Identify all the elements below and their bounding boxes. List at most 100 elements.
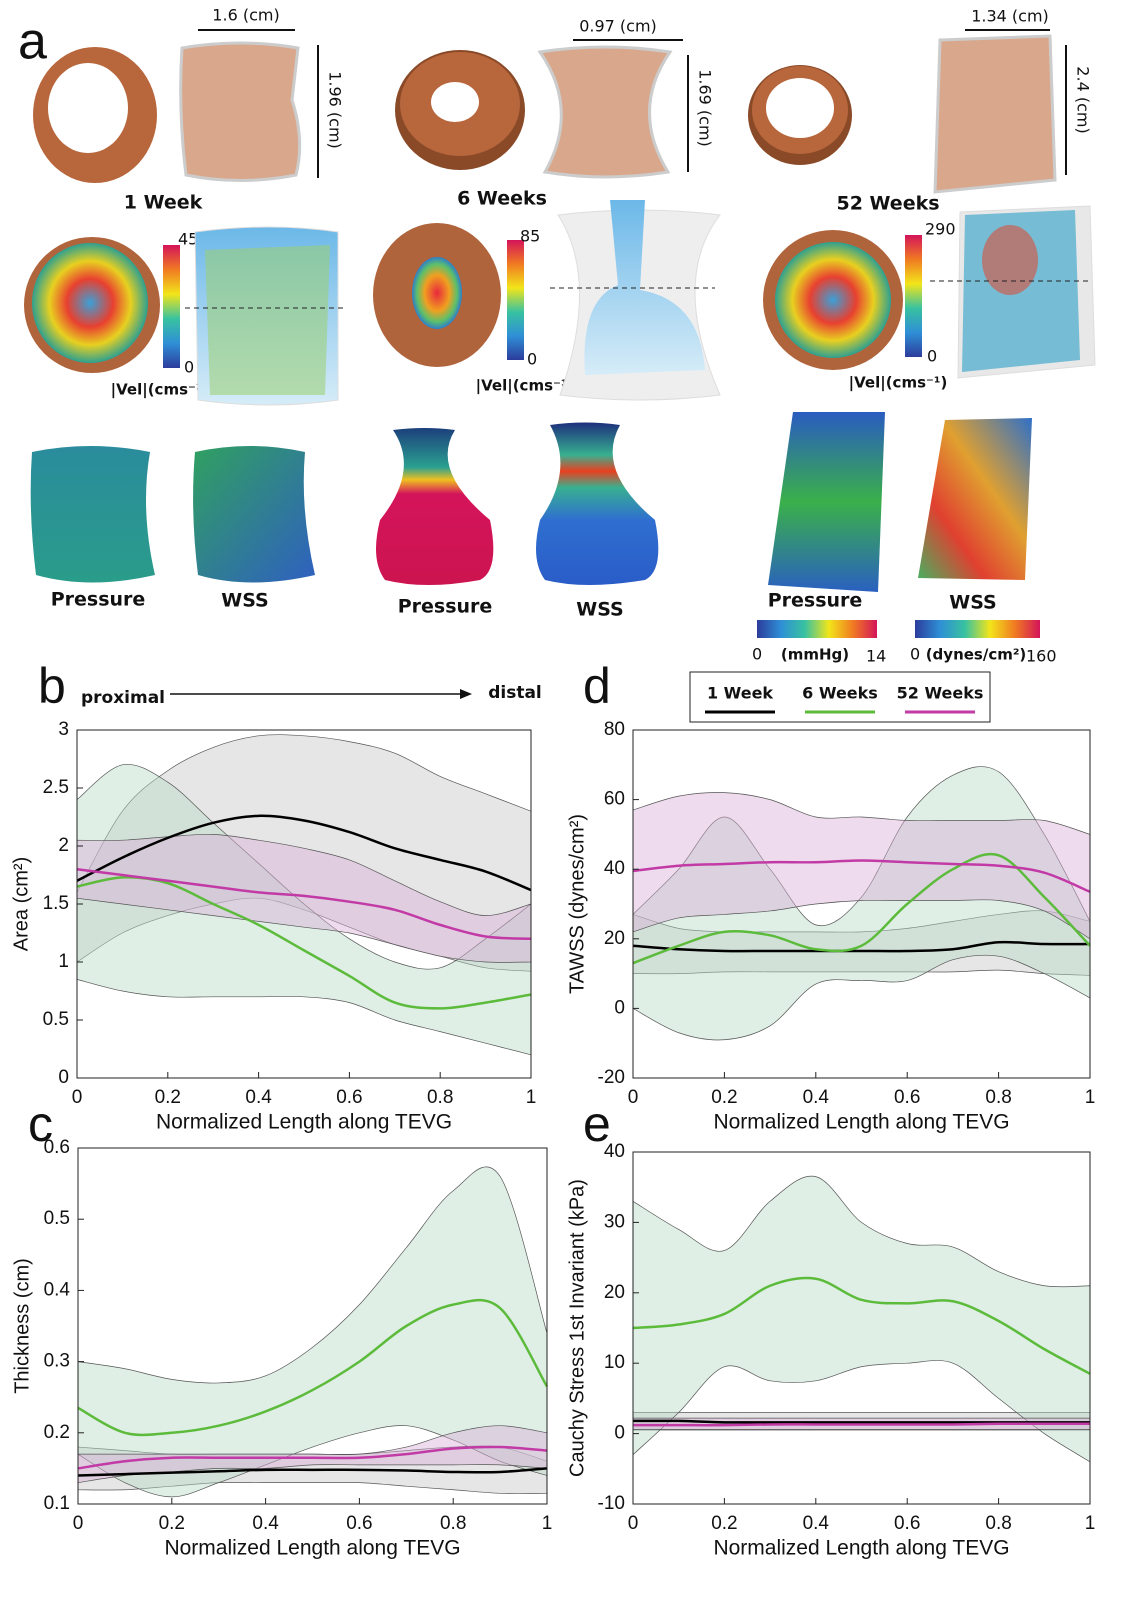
x-tick-label: 0.6 [336,1087,362,1108]
mean-line [77,1445,548,1470]
pressure-map [376,428,494,585]
mean-line [632,1419,1090,1424]
x-tick-label: 1 [1085,1087,1096,1108]
mean-line [632,852,1091,965]
pressure-map [768,412,885,592]
colorbar-max: 290 [925,220,956,239]
x-tick-label: 0 [628,1087,639,1108]
x-tick-label: 0.8 [985,1087,1011,1108]
x-axis-label: Normalized Length along TEVG [156,1111,452,1134]
vessel [933,34,1057,194]
y-tick-label: 20 [604,1282,625,1303]
colorbar-min: 0 [910,645,920,664]
y-tick-label: 1 [58,951,69,972]
y-tick-label: 0.1 [44,1493,70,1514]
x-tick-label: 0.8 [985,1513,1011,1534]
x-axis-label: Normalized Length along TEVG [713,1537,1009,1560]
y-tick-label: 0.4 [44,1279,71,1300]
colorbar-unit: (dynes/cm²) [926,646,1027,664]
x-tick-label: 0.2 [159,1513,185,1534]
y-tick-label: 1.5 [43,893,69,914]
y-tick-label: 0.5 [44,1208,70,1229]
x-tick-label: 0.8 [440,1513,466,1534]
x-tick-label: 0.2 [155,1087,181,1108]
x-tick-label: 0.4 [803,1513,830,1534]
y-tick-label: 60 [604,789,625,810]
velocity-map [775,242,891,358]
x-tick-label: 0.6 [346,1513,372,1534]
annotation: proximal [81,688,165,708]
colorbar-max: 14 [866,647,886,666]
mean-line [633,1422,1090,1427]
x-tick-label: 0.2 [711,1513,737,1534]
y-tick-label: 40 [604,858,625,879]
y-tick-label: 10 [604,1352,625,1373]
y-tick-label: 2 [58,835,69,856]
axes-frame [632,729,1091,1079]
panel-label: a [18,13,47,71]
mean-line [77,1298,549,1437]
colorbar-min: 0 [184,358,194,377]
map-label: Pressure [51,589,146,611]
map-label: Pressure [398,596,493,618]
colorbar [915,620,1040,638]
velocity-map [32,243,148,363]
annotation: distal [488,683,542,703]
panel-label: b [38,658,66,714]
colorbar-min: 0 [927,347,937,366]
x-tick-label: 0 [72,1087,83,1108]
wss-map [918,418,1032,580]
y-tick-label: 0.5 [43,1009,69,1030]
y-axis-label: Cauchy Stress 1st Invariant (kPa) [566,1179,588,1477]
x-tick-label: 0.4 [252,1513,279,1534]
x-tick-label: 0 [73,1513,84,1534]
colorbar-min: 0 [752,645,762,664]
legend-label: 52 Weeks [897,684,984,703]
group-title: 1 Week [124,192,203,214]
vessel [537,45,673,179]
y-tick-label: 2.5 [43,777,69,798]
map-label: WSS [949,592,996,614]
group-title: 6 Weeks [457,188,547,210]
colorbar-min: 0 [527,350,537,369]
dimension: 1.34 (cm) [971,7,1049,26]
axes-frame [77,1147,548,1505]
x-tick-label: 0.2 [711,1087,737,1108]
x-tick-label: 0.4 [245,1087,272,1108]
colorbar [757,620,877,638]
x-tick-label: 1 [542,1513,553,1534]
velocity-map [412,257,462,329]
flow-field [584,200,705,375]
colorbar-label: |Vel|(cms⁻¹) [476,377,575,396]
wss-map [193,446,315,583]
colorbar [507,240,524,360]
map-label: WSS [221,590,268,612]
y-tick-label: 20 [604,928,625,949]
map-label: WSS [576,599,623,621]
x-tick-label: 0.4 [803,1087,830,1108]
ring-hole [766,78,834,138]
y-tick-label: 3 [58,719,69,740]
flow-field [205,245,330,395]
legend-box [689,671,991,723]
arrow-head [460,689,472,699]
panel-label: c [28,1096,53,1152]
flow-field [982,225,1038,295]
y-tick-label: 0.3 [44,1351,70,1372]
colorbar-max: 160 [1026,647,1057,666]
x-tick-label: 1 [526,1087,537,1108]
map-label: Pressure [768,590,863,612]
legend-label: 1 Week [707,684,773,703]
y-axis-label: Area (cm²) [10,857,32,951]
colorbar-label: |Vel|(cms⁻¹) [849,374,948,393]
group-title: 52 Weeks [836,193,939,215]
y-tick-label: 0 [614,1423,625,1444]
dimension: 1.6 (cm) [212,6,279,25]
colorbar-unit: (mmHg) [781,646,849,664]
x-tick-label: 0.6 [894,1087,920,1108]
panel-label: d [583,658,611,714]
y-tick-label: -10 [598,1493,625,1514]
y-tick-label: 0.2 [44,1422,70,1443]
